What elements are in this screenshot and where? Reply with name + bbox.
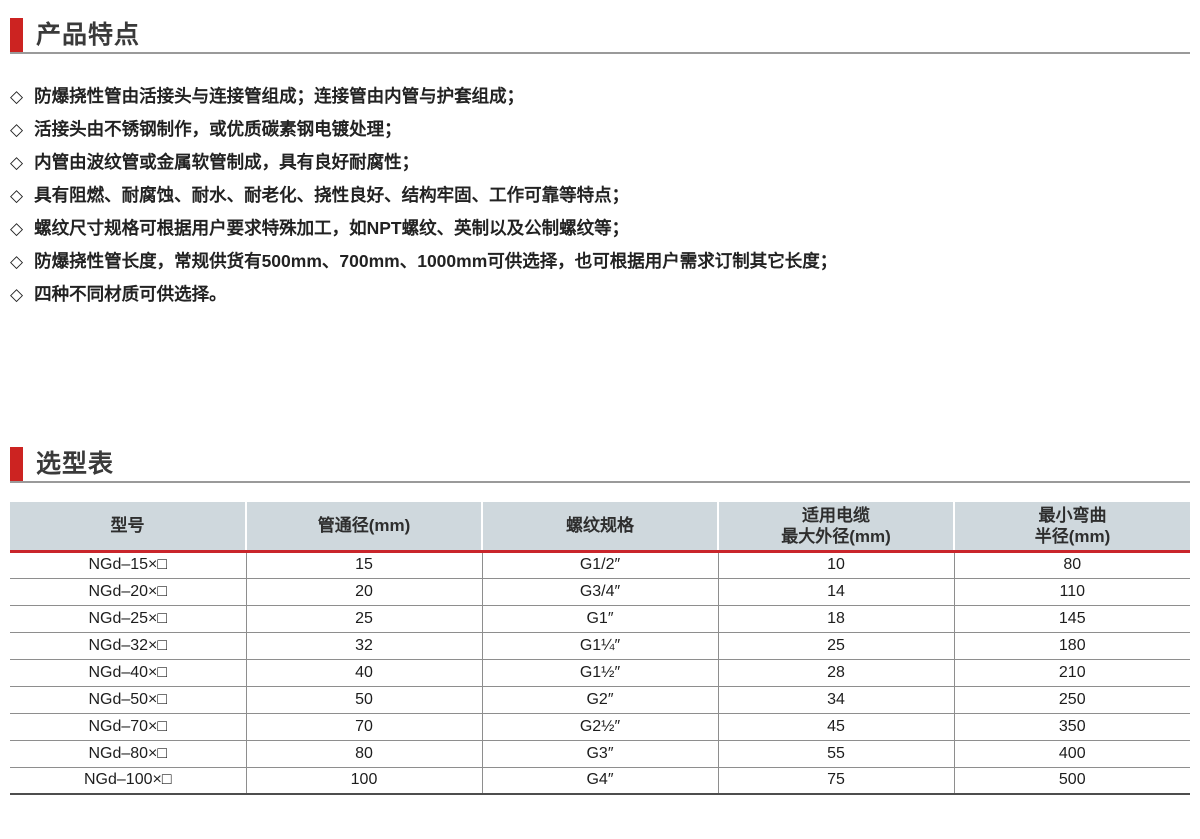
cell-model: NGd–80×□ <box>10 740 247 768</box>
diamond-bullet-icon: ◇ <box>10 120 24 139</box>
column-header: 最小弯曲 半径(mm) <box>954 502 1190 553</box>
cell-thread: G2½″ <box>482 713 719 741</box>
cell-thread: G2″ <box>482 686 719 714</box>
column-header: 螺纹规格 <box>482 502 719 553</box>
table-row: NGd–50×□ 50 G2″ 34 250 <box>10 686 1190 714</box>
cell-model: NGd–20×□ <box>10 578 247 606</box>
cell-bend-radius: 250 <box>954 686 1190 714</box>
cell-bend-radius: 110 <box>954 578 1190 606</box>
diamond-bullet-icon: ◇ <box>10 285 24 304</box>
feature-text: 螺纹尺寸规格可根据用户要求特殊加工，如NPT螺纹、英制以及公制螺纹等； <box>34 218 630 238</box>
cell-bend-radius: 80 <box>954 551 1190 579</box>
diamond-bullet-icon: ◇ <box>10 153 24 172</box>
table-row: NGd–25×□ 25 G1″ 18 145 <box>10 605 1190 633</box>
feature-text: 具有阻燃、耐腐蚀、耐水、耐老化、挠性良好、结构牢固、工作可靠等特点； <box>34 185 630 205</box>
column-header: 管通径(mm) <box>246 502 483 553</box>
cell-model: NGd–32×□ <box>10 632 247 660</box>
cell-cable-od: 75 <box>718 767 955 795</box>
cell-model: NGd–100×□ <box>10 767 247 795</box>
red-accent-bar <box>10 447 23 481</box>
cell-diameter: 80 <box>246 740 483 768</box>
cell-bend-radius: 145 <box>954 605 1190 633</box>
feature-list: ◇ 防爆挠性管由活接头与连接管组成；连接管由内管与护套组成； ◇ 活接头由不锈钢… <box>10 80 1190 311</box>
cell-diameter: 70 <box>246 713 483 741</box>
column-header-line1: 最小弯曲 <box>1038 505 1107 525</box>
feature-list-item: ◇ 防爆挠性管由活接头与连接管组成；连接管由内管与护套组成； <box>10 80 1190 113</box>
cell-diameter: 50 <box>246 686 483 714</box>
diamond-bullet-icon: ◇ <box>10 219 24 238</box>
cell-model: NGd–40×□ <box>10 659 247 687</box>
cell-bend-radius: 350 <box>954 713 1190 741</box>
cell-diameter: 32 <box>246 632 483 660</box>
red-accent-bar <box>10 18 23 52</box>
column-header-line2: 半径(mm) <box>1034 526 1111 546</box>
table-row: NGd–80×□ 80 G3″ 55 400 <box>10 740 1190 768</box>
column-header-line1: 适用电缆 <box>802 505 870 525</box>
table-row: NGd–100×□ 100 G4″ 75 500 <box>10 767 1190 795</box>
selection-table-header-row: 型号 管通径(mm) 螺纹规格 适用电缆 最大外径(mm) 最小弯曲 半径(mm… <box>10 502 1190 553</box>
cell-thread: G1″ <box>482 605 719 633</box>
cell-model: NGd–25×□ <box>10 605 247 633</box>
selection-table-body: NGd–15×□ 15 G1/2″ 10 80 NGd–20×□ 20 G3/4… <box>10 551 1190 795</box>
selection-section-header: 选型表 <box>10 447 1190 483</box>
column-header-line1: 型号 <box>110 516 145 536</box>
cell-diameter: 40 <box>246 659 483 687</box>
table-row: NGd–40×□ 40 G1½″ 28 210 <box>10 659 1190 687</box>
table-row: NGd–70×□ 70 G2½″ 45 350 <box>10 713 1190 741</box>
cell-bend-radius: 210 <box>954 659 1190 687</box>
selection-table: 型号 管通径(mm) 螺纹规格 适用电缆 最大外径(mm) 最小弯曲 半径(mm… <box>10 502 1190 795</box>
cell-bend-radius: 180 <box>954 632 1190 660</box>
cell-cable-od: 10 <box>718 551 955 579</box>
cell-model: NGd–50×□ <box>10 686 247 714</box>
column-header-line2: 最大外径(mm) <box>781 526 891 546</box>
cell-diameter: 20 <box>246 578 483 606</box>
feature-text: 四种不同材质可供选择。 <box>34 284 227 304</box>
feature-text: 内管由波纹管或金属软管制成，具有良好耐腐性； <box>34 152 420 172</box>
cell-diameter: 100 <box>246 767 483 795</box>
cell-cable-od: 14 <box>718 578 955 606</box>
cell-cable-od: 34 <box>718 686 955 714</box>
diamond-bullet-icon: ◇ <box>10 252 24 271</box>
cell-cable-od: 45 <box>718 713 955 741</box>
product-datasheet-page: 产品特点 ◇ 防爆挠性管由活接头与连接管组成；连接管由内管与护套组成； ◇ 活接… <box>0 18 1200 839</box>
cell-cable-od: 55 <box>718 740 955 768</box>
selection-section-title: 选型表 <box>36 450 115 478</box>
feature-list-item: ◇ 四种不同材质可供选择。 <box>10 278 1190 311</box>
feature-text: 活接头由不锈钢制作，或优质碳素钢电镀处理； <box>34 119 402 139</box>
cell-diameter: 25 <box>246 605 483 633</box>
table-row: NGd–32×□ 32 G1¼″ 25 180 <box>10 632 1190 660</box>
feature-text: 防爆挠性管由活接头与连接管组成；连接管由内管与护套组成； <box>34 86 525 106</box>
selection-table-head: 型号 管通径(mm) 螺纹规格 适用电缆 最大外径(mm) 最小弯曲 半径(mm… <box>10 502 1190 553</box>
cell-thread: G3″ <box>482 740 719 768</box>
feature-list-item: ◇ 内管由波纹管或金属软管制成，具有良好耐腐性； <box>10 146 1190 179</box>
cell-thread: G3/4″ <box>482 578 719 606</box>
column-header-line1: 螺纹规格 <box>566 516 634 536</box>
cell-thread: G4″ <box>482 767 719 795</box>
column-header: 型号 <box>10 502 247 553</box>
cell-bend-radius: 500 <box>954 767 1190 795</box>
diamond-bullet-icon: ◇ <box>10 186 24 205</box>
features-section-header: 产品特点 <box>10 18 1190 54</box>
cell-thread: G1/2″ <box>482 551 719 579</box>
feature-list-item: ◇ 活接头由不锈钢制作，或优质碳素钢电镀处理； <box>10 113 1190 146</box>
feature-list-item: ◇ 防爆挠性管长度，常规供货有500mm、700mm、1000mm可供选择，也可… <box>10 245 1190 278</box>
cell-cable-od: 25 <box>718 632 955 660</box>
feature-text: 防爆挠性管长度，常规供货有500mm、700mm、1000mm可供选择，也可根据… <box>34 251 838 271</box>
cell-model: NGd–15×□ <box>10 551 247 579</box>
cell-cable-od: 28 <box>718 659 955 687</box>
features-section-title: 产品特点 <box>36 21 141 49</box>
cell-bend-radius: 400 <box>954 740 1190 768</box>
cell-model: NGd–70×□ <box>10 713 247 741</box>
feature-list-item: ◇ 螺纹尺寸规格可根据用户要求特殊加工，如NPT螺纹、英制以及公制螺纹等； <box>10 212 1190 245</box>
cell-thread: G1¼″ <box>482 632 719 660</box>
diamond-bullet-icon: ◇ <box>10 87 24 106</box>
cell-thread: G1½″ <box>482 659 719 687</box>
cell-diameter: 15 <box>246 551 483 579</box>
cell-cable-od: 18 <box>718 605 955 633</box>
column-header-line1: 管通径(mm) <box>317 516 411 536</box>
feature-list-item: ◇ 具有阻燃、耐腐蚀、耐水、耐老化、挠性良好、结构牢固、工作可靠等特点； <box>10 179 1190 212</box>
column-header: 适用电缆 最大外径(mm) <box>718 502 955 553</box>
table-row: NGd–15×□ 15 G1/2″ 10 80 <box>10 551 1190 579</box>
table-row: NGd–20×□ 20 G3/4″ 14 110 <box>10 578 1190 606</box>
